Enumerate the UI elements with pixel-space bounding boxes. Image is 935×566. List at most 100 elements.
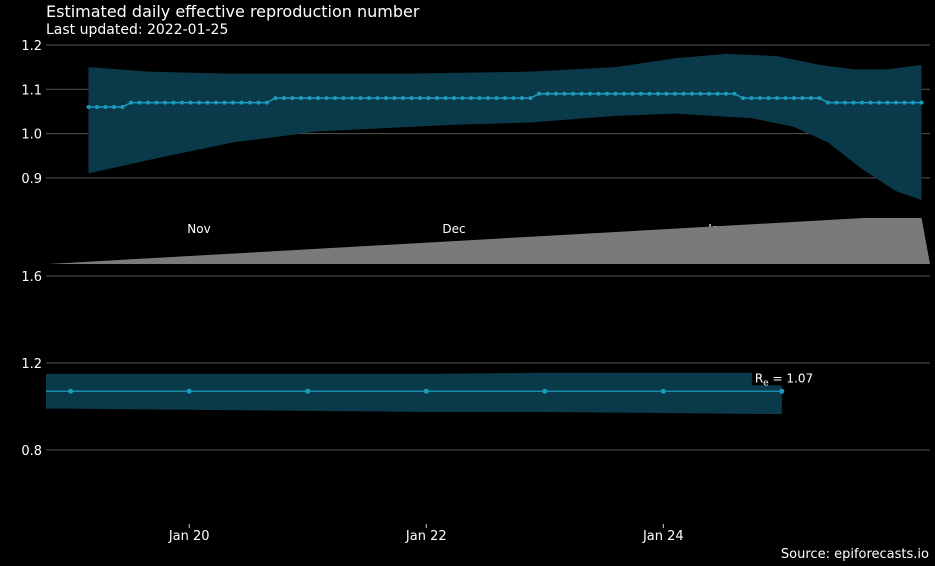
re-point <box>452 96 456 101</box>
re-point <box>911 100 915 105</box>
re-point <box>588 91 592 96</box>
re-point <box>851 100 856 105</box>
y-tick-label: 1.0 <box>21 128 42 143</box>
source-caption: Source: epiforecasts.io <box>780 547 929 562</box>
re-point <box>834 100 839 105</box>
re-point <box>885 100 890 105</box>
re-point <box>758 96 762 101</box>
re-point <box>423 388 429 394</box>
re-point <box>520 96 524 101</box>
re-point <box>902 100 907 105</box>
re-point <box>528 96 533 101</box>
re-point <box>894 100 898 105</box>
re-point <box>715 91 720 96</box>
annotation-background <box>751 369 812 386</box>
re-point <box>137 100 142 105</box>
re-point <box>197 100 201 105</box>
re-point <box>681 91 686 96</box>
x-tick-label: Dec <box>442 222 465 236</box>
re-point <box>112 105 116 109</box>
re-point <box>613 91 618 96</box>
re-point <box>205 100 210 105</box>
re-point <box>299 96 303 101</box>
re-point <box>188 100 193 105</box>
re-point <box>545 91 550 96</box>
y-tick-label: 1.6 <box>21 270 42 285</box>
re-point <box>562 91 567 96</box>
re-point <box>86 105 91 109</box>
re-point <box>103 105 108 109</box>
re-point <box>707 91 711 96</box>
re-point <box>486 96 490 101</box>
re-point <box>435 96 439 101</box>
re-point <box>877 100 881 105</box>
re-point <box>690 91 694 96</box>
re-point <box>460 96 465 101</box>
re-point <box>749 96 754 101</box>
re-point <box>324 96 329 101</box>
re-point <box>783 96 788 101</box>
re-point <box>503 96 507 101</box>
re-point <box>171 100 176 105</box>
re-point <box>724 91 728 96</box>
re-point <box>542 388 548 394</box>
re-point <box>673 91 677 96</box>
re-point <box>307 96 312 101</box>
re-point <box>826 100 830 105</box>
re-point <box>605 91 609 96</box>
chart-subtitle: Last updated: 2022-01-25 <box>46 22 229 38</box>
credible-interval-band <box>88 53 922 200</box>
y-tick-label: 1.2 <box>21 357 42 372</box>
re-point <box>537 91 541 96</box>
re-point <box>860 100 864 105</box>
re-point <box>154 100 159 105</box>
re-point <box>392 96 397 101</box>
re-point <box>367 96 371 101</box>
re-point <box>222 100 227 105</box>
re-point <box>316 96 320 101</box>
re-point <box>239 100 244 105</box>
re-point <box>809 96 813 101</box>
re-point <box>779 388 785 394</box>
re-point <box>469 96 473 101</box>
re-point <box>231 100 235 105</box>
re-point <box>792 96 796 101</box>
chart-title: Estimated daily effective reproduction n… <box>46 2 420 21</box>
x-tick-label: Jan 22 <box>405 529 447 544</box>
re-point <box>248 100 252 105</box>
re-point <box>426 96 431 101</box>
zoom-connector <box>48 218 930 264</box>
re-point <box>741 96 745 101</box>
re-point <box>698 91 703 96</box>
re-point <box>817 96 822 101</box>
re-point <box>571 91 575 96</box>
re-point <box>494 96 499 101</box>
re-point <box>775 96 779 101</box>
re-point <box>290 96 295 101</box>
re-point <box>180 100 184 105</box>
re-point <box>146 100 150 105</box>
re-point <box>919 100 924 105</box>
re-point <box>129 100 133 105</box>
credible-interval-band <box>46 372 782 415</box>
re-point <box>639 91 643 96</box>
re-point <box>350 96 354 101</box>
re-point <box>375 96 380 101</box>
re-point <box>868 100 873 105</box>
re-point <box>163 100 167 105</box>
re-point <box>186 388 192 394</box>
re-point <box>732 91 737 96</box>
y-tick-label: 0.8 <box>21 444 42 459</box>
x-tick-label: Jan 20 <box>168 529 210 544</box>
re-point <box>554 91 558 96</box>
y-tick-label: 1.2 <box>21 39 42 54</box>
re-point <box>766 96 771 101</box>
current-re-label: Re = 1.07 <box>755 371 813 388</box>
y-tick-label: 1.1 <box>21 83 42 98</box>
re-point <box>409 96 414 101</box>
re-point <box>511 96 516 101</box>
re-point <box>341 96 346 101</box>
re-point <box>384 96 388 101</box>
re-point <box>95 105 99 109</box>
